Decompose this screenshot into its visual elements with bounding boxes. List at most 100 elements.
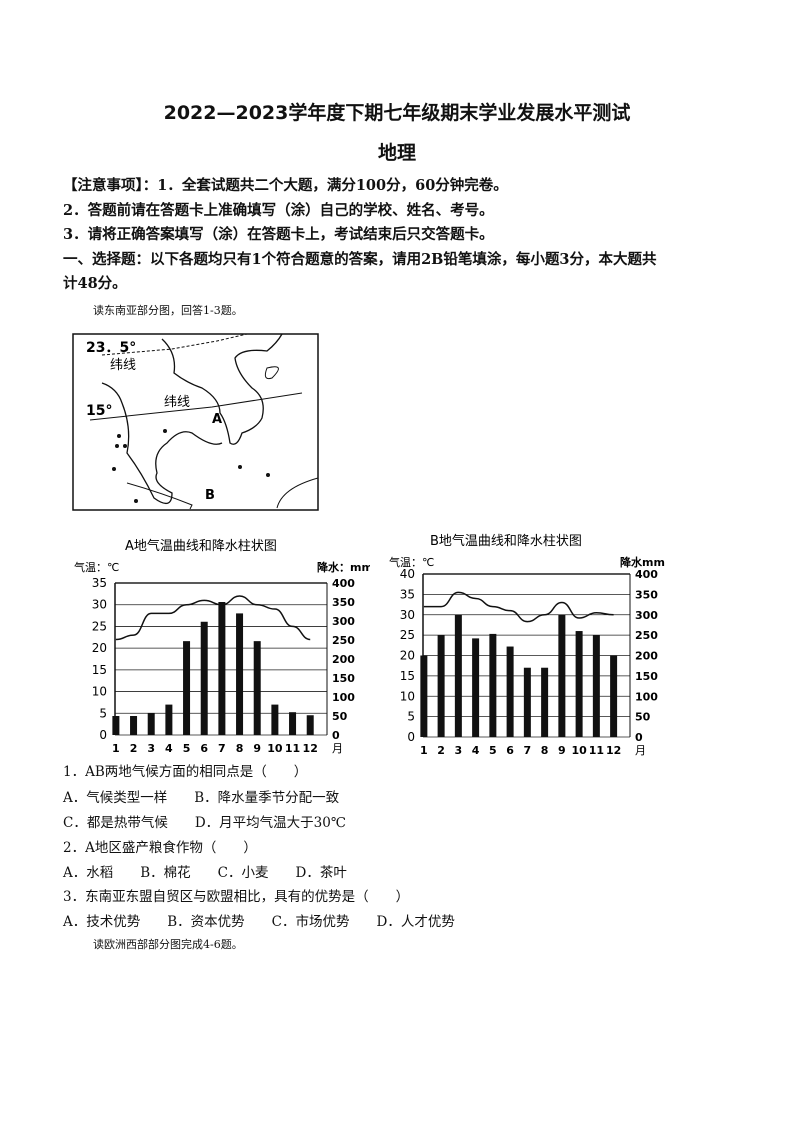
y-right-tick: 400	[635, 568, 658, 581]
y-left-tick: 10	[92, 685, 107, 699]
precip-bar	[200, 621, 208, 735]
precip-bar	[271, 704, 279, 735]
y-right-tick: 350	[635, 588, 658, 601]
precip-bar	[592, 635, 600, 737]
y-left-tick: 30	[400, 608, 415, 622]
city-dot	[238, 465, 242, 469]
question-3: 3．东南亚东盟自贸区与欧盟相比，具有的优势是（ ）	[63, 889, 410, 905]
y-right-tick: 50	[635, 711, 651, 724]
question-3-options: A．技术优势 B．资本优势 C．市场优势 D．人才优势	[63, 914, 455, 930]
y-left-tick: 0	[99, 728, 107, 742]
precip-bar	[130, 716, 138, 735]
city-dot	[115, 444, 119, 448]
y-left-tick: 20	[92, 641, 107, 655]
chart-title: A地气温曲线和降水柱状图	[125, 538, 277, 554]
x-tick: 2	[130, 742, 138, 755]
x-tick: 3	[455, 744, 463, 757]
x-tick: 4	[165, 742, 173, 755]
temperature-line	[423, 591, 614, 623]
city-dot	[117, 434, 121, 438]
x-tick: 4	[472, 744, 480, 757]
x-unit-label: 月	[332, 742, 343, 755]
precip-bar	[218, 602, 226, 735]
precip-bar	[523, 667, 531, 737]
lat15-label: 15°	[86, 403, 112, 419]
question-1: 1．AB两地气候方面的相同点是（ ）	[63, 764, 308, 780]
y-left-tick: 40	[400, 567, 415, 581]
page-title: 2022—2023学年度下期七年级期末学业发展水平测试	[163, 102, 631, 124]
y-left-tick: 25	[92, 619, 107, 633]
tropic-name: 纬线	[110, 358, 136, 373]
y-left-tick: 30	[92, 598, 107, 612]
x-tick: 2	[437, 744, 445, 757]
precip-bar	[147, 712, 155, 735]
y-left-tick: 35	[92, 576, 107, 590]
precip-bar	[558, 614, 566, 737]
map-caption: 读东南亚部分图，回答1-3题。	[93, 304, 243, 317]
x-tick: 3	[147, 742, 155, 755]
y-left-tick: 10	[400, 689, 415, 703]
temperature-line	[115, 595, 311, 641]
x-tick: 7	[218, 742, 226, 755]
y-left-tick: 15	[92, 663, 107, 677]
x-tick: 8	[541, 744, 549, 757]
y-right-tick: 200	[332, 653, 355, 666]
x-tick: 6	[200, 742, 208, 755]
peninsula-coastline	[101, 382, 223, 505]
precip-bar	[437, 635, 445, 737]
city-dot	[112, 467, 116, 471]
precip-bar	[112, 716, 120, 735]
tropic-label: 23．5°	[86, 340, 136, 356]
y-right-tick: 150	[635, 670, 658, 683]
question-2: 2．A地区盛产粮食作物（ ）	[63, 840, 257, 856]
y-left-tick: 35	[400, 587, 415, 601]
y-right-tick: 300	[332, 615, 355, 628]
precip-bar	[610, 655, 618, 737]
y-right-tick: 0	[635, 731, 643, 744]
note-line: 【注意事项】：1．全套试题共二个大题，满分100分，60分钟完卷。	[63, 177, 508, 194]
tropic-line	[101, 333, 248, 356]
x-tick: 11	[285, 742, 300, 755]
coastline	[276, 477, 319, 509]
subject-title: 地理	[377, 142, 416, 164]
section-instruction: 计48分。	[63, 275, 127, 292]
y-left-label: 气温：℃	[74, 560, 119, 574]
precip-bar	[306, 715, 314, 735]
city-dot	[134, 499, 138, 503]
y-right-tick: 100	[332, 691, 355, 704]
precip-bar	[575, 631, 583, 737]
y-right-tick: 50	[332, 710, 348, 723]
precip-bar	[420, 655, 428, 737]
precip-bar	[541, 667, 549, 737]
y-left-tick: 25	[400, 628, 415, 642]
x-tick: 9	[558, 744, 566, 757]
coastline	[161, 333, 283, 445]
y-right-label: 降水mm	[620, 555, 665, 569]
precip-bar	[506, 646, 514, 737]
next-map-caption: 读欧洲西部部分图完成4-6题。	[93, 938, 243, 951]
city-dot	[163, 429, 167, 433]
map-frame	[72, 333, 319, 511]
y-right-tick: 100	[635, 690, 658, 703]
lat15-name: 纬线	[164, 395, 190, 410]
coastline	[126, 482, 193, 510]
y-left-tick: 20	[400, 649, 415, 663]
precip-bar	[183, 641, 191, 735]
y-left-tick: 0	[407, 730, 415, 744]
island	[264, 366, 279, 379]
y-right-tick: 250	[332, 634, 355, 647]
precip-bar	[472, 638, 480, 737]
x-unit-label: 月	[635, 744, 646, 757]
city-dot	[266, 473, 270, 477]
y-right-tick: 200	[635, 650, 658, 663]
city-dot	[123, 444, 127, 448]
y-left-tick: 5	[99, 706, 107, 720]
question-2-options: A．水稻 B．棉花 C．小麦 D．茶叶	[63, 865, 347, 881]
precip-bar	[489, 633, 497, 737]
question-1-options: A．气候类型一样 B．降水量季节分配一致	[63, 790, 340, 806]
x-tick: 6	[506, 744, 514, 757]
x-tick: 7	[524, 744, 532, 757]
